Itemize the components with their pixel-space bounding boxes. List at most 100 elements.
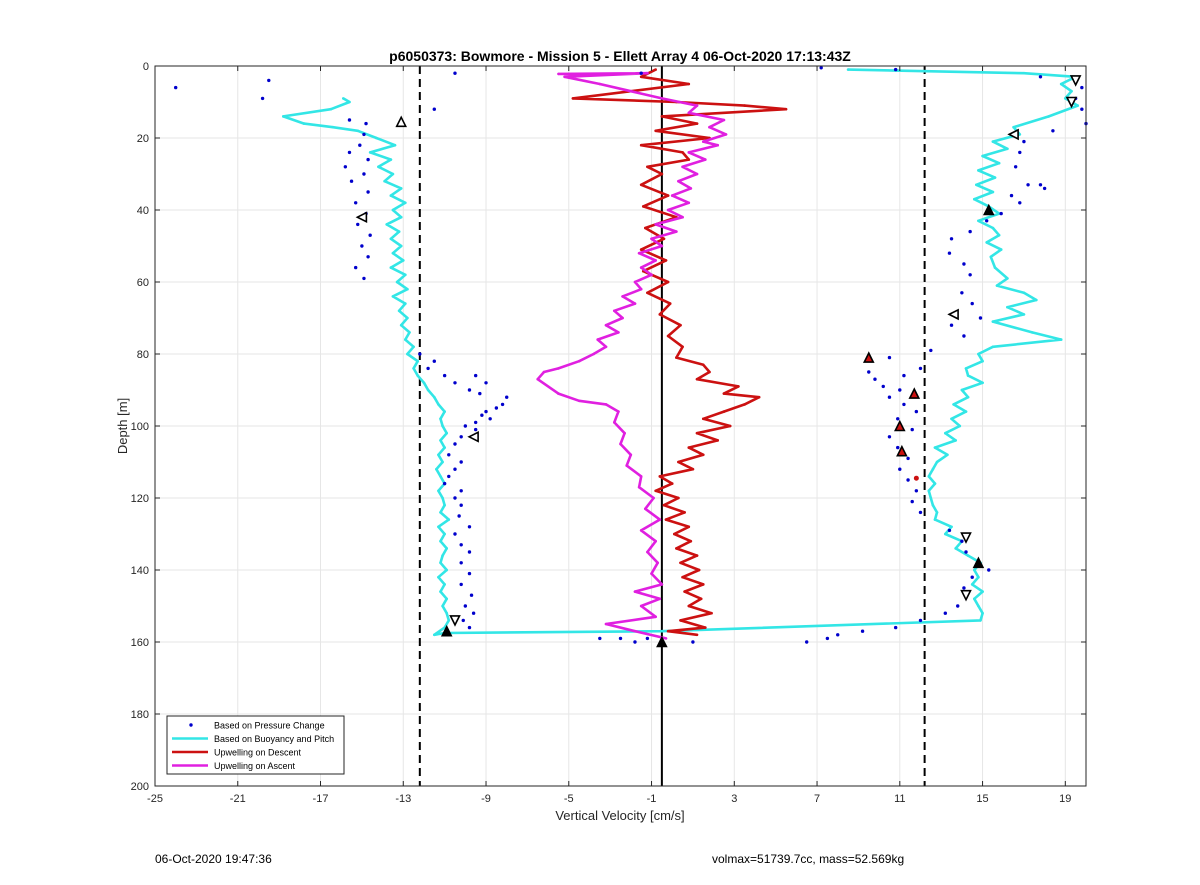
data-point-based-on-buoyancy-and-pitch (1022, 291, 1026, 295)
data-point-based-on-buoyancy-and-pitch (964, 410, 968, 413)
data-point-based-on-buoyancy-and-pitch (443, 583, 446, 586)
data-point-upwelling-on-descent (679, 619, 682, 622)
data-point-based-on-buoyancy-and-pitch (439, 417, 442, 421)
data-point-upwelling-on-ascent (660, 244, 664, 248)
data-point-upwelling-on-descent (757, 395, 761, 399)
data-point-based-on-buoyancy-and-pitch (443, 410, 446, 413)
pressure-change-point (691, 640, 695, 644)
data-point-based-on-buoyancy-and-pitch (439, 561, 442, 565)
pressure-change-point (343, 165, 348, 169)
data-point-upwelling-on-ascent (681, 215, 684, 219)
data-point-based-on-buoyancy-and-pitch (395, 280, 399, 284)
data-point-upwelling-on-ascent (656, 561, 660, 565)
data-point-upwelling-on-descent (666, 280, 670, 284)
pressure-change-point (349, 179, 354, 183)
data-point-upwelling-on-descent (668, 302, 672, 305)
pressure-change-point (949, 323, 954, 327)
data-point-based-on-buoyancy-and-pitch (391, 172, 395, 176)
data-point-based-on-buoyancy-and-pitch (445, 431, 449, 435)
data-point-based-on-buoyancy-and-pitch (348, 100, 351, 104)
data-point-upwelling-on-ascent (639, 287, 643, 291)
data-point-upwelling-on-descent (722, 392, 726, 395)
data-point-upwelling-on-descent (743, 403, 746, 406)
data-point-based-on-buoyancy-and-pitch (927, 475, 931, 478)
data-point-upwelling-on-descent (639, 183, 643, 187)
data-point-upwelling-on-descent (571, 97, 575, 100)
x-tick-label: -9 (481, 793, 491, 805)
data-point-based-on-buoyancy-and-pitch (1022, 71, 1026, 75)
pressure-change-point (914, 489, 919, 493)
pressure-change-point (618, 636, 623, 641)
data-point-upwelling-on-ascent (650, 237, 653, 241)
y-tick-label: 40 (137, 205, 149, 217)
pressure-change-point (459, 561, 463, 565)
data-point-based-on-buoyancy-and-pitch (929, 496, 933, 500)
data-point-based-on-buoyancy-and-pitch (441, 460, 444, 464)
triangle-marker (894, 419, 906, 432)
data-point-based-on-buoyancy-and-pitch (989, 255, 993, 259)
data-point-upwelling-on-descent (672, 532, 676, 536)
data-point-based-on-buoyancy-and-pitch (399, 215, 403, 219)
data-point-upwelling-on-ascent (722, 118, 726, 122)
pressure-change-point (467, 388, 472, 392)
y-tick-label: 120 (131, 493, 149, 505)
data-point-upwelling-on-descent (641, 205, 645, 208)
pressure-change-point (461, 618, 465, 623)
pressure-change-point (358, 143, 362, 147)
data-point-based-on-buoyancy-and-pitch (445, 568, 449, 572)
pressure-change-point (453, 467, 457, 471)
triangle-marker (947, 308, 959, 321)
data-point-based-on-buoyancy-and-pitch (997, 233, 1001, 237)
pressure-change-point (432, 359, 436, 363)
data-point-based-on-buoyancy-and-pitch (445, 611, 449, 615)
data-point-based-on-buoyancy-and-pitch (391, 295, 395, 298)
x-tick-label: -5 (564, 793, 574, 805)
data-point-upwelling-on-ascent (681, 165, 684, 169)
data-point-based-on-buoyancy-and-pitch (399, 323, 403, 327)
pressure-change-point (418, 352, 422, 356)
pressure-change-point (962, 262, 966, 266)
data-point-upwelling-on-ascent (604, 403, 608, 406)
data-point-based-on-buoyancy-and-pitch (437, 403, 440, 406)
pressure-change-point (484, 381, 488, 385)
data-point-upwelling-on-ascent (629, 89, 633, 93)
data-point-based-on-buoyancy-and-pitch (441, 554, 444, 557)
pressure-change-point (598, 636, 602, 641)
pressure-change-point (260, 96, 265, 101)
data-point-upwelling-on-ascent (687, 111, 691, 115)
data-point-upwelling-on-descent (681, 345, 684, 349)
data-point-upwelling-on-descent (679, 323, 682, 327)
data-point-based-on-buoyancy-and-pitch (302, 122, 306, 125)
data-point-based-on-buoyancy-and-pitch (997, 161, 1001, 165)
x-tick-label: -25 (147, 793, 163, 805)
data-point-upwelling-on-descent (654, 129, 657, 133)
pressure-change-point (478, 391, 482, 396)
data-point-based-on-buoyancy-and-pitch (935, 511, 939, 514)
data-point-upwelling-on-ascent (675, 230, 678, 233)
pressure-change-point (1080, 85, 1084, 90)
pressure-change-point (362, 172, 366, 176)
pressure-change-point (1022, 139, 1026, 144)
data-point-upwelling-on-ascent (577, 359, 581, 363)
y-tick-label: 140 (131, 565, 149, 577)
pressure-change-point (1026, 183, 1030, 187)
data-point-based-on-buoyancy-and-pitch (447, 619, 451, 622)
pressure-change-point (347, 118, 352, 122)
pressure-change-point (964, 550, 968, 554)
data-point-upwelling-on-descent (695, 633, 699, 637)
data-point-based-on-buoyancy-and-pitch (933, 518, 937, 521)
data-point-based-on-buoyancy-and-pitch (416, 374, 420, 377)
data-point-based-on-buoyancy-and-pitch (408, 331, 411, 334)
pressure-change-point (881, 384, 885, 389)
pressure-change-point (453, 496, 457, 500)
triangle-marker (960, 532, 972, 544)
pressure-change-point (457, 514, 461, 518)
data-point-based-on-buoyancy-and-pitch (944, 431, 947, 435)
pressure-change-point (267, 78, 271, 83)
parameters-footer: volmax=51739.7cc, mass=52.569kg (712, 852, 905, 866)
data-point-based-on-buoyancy-and-pitch (422, 381, 426, 385)
data-point-upwelling-on-ascent (612, 421, 616, 424)
data-point-based-on-buoyancy-and-pitch (981, 611, 984, 615)
pressure-change-point (453, 532, 457, 536)
data-point-based-on-buoyancy-and-pitch (1006, 277, 1009, 280)
